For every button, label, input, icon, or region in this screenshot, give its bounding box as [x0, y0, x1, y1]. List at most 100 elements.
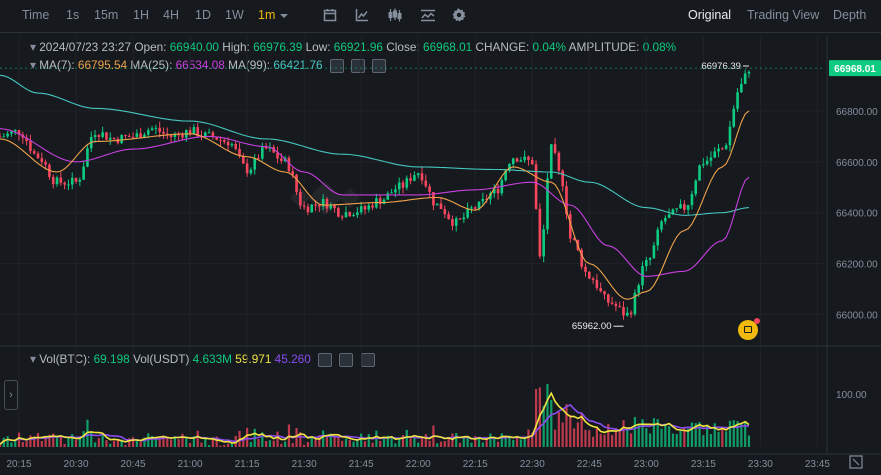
price-axis-label: 66000.00 [836, 311, 878, 322]
hide-indicator-icon[interactable] [329, 58, 344, 73]
candle-body [641, 266, 644, 286]
candle-body [348, 212, 352, 217]
time-axis-label: 21:45 [349, 459, 374, 470]
volume-bar [489, 433, 492, 447]
volume-bar [352, 441, 355, 447]
candle-body [378, 198, 382, 205]
volume-bar [694, 423, 697, 447]
candle-body [705, 160, 709, 165]
low-value: 66921.96 [333, 40, 383, 54]
candle-body [340, 216, 344, 218]
volume-bar [668, 426, 671, 447]
interval-4h[interactable]: 4H [163, 8, 179, 22]
view-trading-view[interactable]: Trading View [747, 8, 820, 22]
interval-1w[interactable]: 1W [225, 8, 244, 22]
indicators-icon[interactable] [420, 8, 436, 24]
volume-bar [595, 426, 598, 447]
interval-dropdown-icon[interactable] [279, 10, 295, 26]
candle-body [492, 188, 496, 194]
collapse-arrow-icon[interactable]: ▾ [30, 58, 36, 72]
candle-body [618, 306, 622, 308]
change-label: CHANGE: [475, 40, 530, 54]
indicator-settings-icon[interactable] [351, 58, 366, 73]
volume-bar [698, 421, 701, 447]
high-label: High: [222, 40, 250, 54]
candle-body [534, 164, 538, 209]
indicator-settings-icon[interactable] [339, 352, 354, 367]
candle-body [314, 204, 317, 206]
candle-body [530, 159, 534, 165]
time-axis-label: 23:30 [748, 459, 773, 470]
view-original[interactable]: Original [688, 8, 732, 22]
candle-body [36, 153, 40, 159]
candle-body [226, 141, 230, 146]
volume-bar [580, 413, 583, 447]
calendar-icon[interactable] [323, 8, 339, 24]
candle-body [470, 207, 473, 209]
volume-bar [215, 436, 218, 447]
candle-body [283, 157, 287, 162]
notification-dot [754, 318, 760, 324]
line-chart-icon[interactable] [355, 8, 371, 24]
price-axis-label: 66400.00 [836, 209, 878, 220]
candlestick-icon[interactable] [387, 8, 403, 24]
volume-bar [242, 437, 245, 447]
remove-indicator-icon[interactable] [360, 352, 375, 367]
candle-body [489, 193, 492, 200]
candle-body [25, 137, 28, 142]
candle-body [184, 130, 188, 138]
volume-bar [341, 440, 344, 447]
interval-15m[interactable]: 15m [94, 8, 119, 22]
volume-bar [360, 433, 363, 447]
change-value: 0.04% [532, 40, 566, 54]
candle-body [473, 207, 477, 209]
candle-body [215, 137, 219, 140]
candle-body [721, 148, 724, 150]
candle-body [538, 208, 542, 257]
candle-body [48, 164, 51, 177]
volume-bar [169, 439, 173, 447]
candle-body [112, 137, 116, 139]
interval-1d[interactable]: 1D [195, 8, 211, 22]
time-axis-label: 20:15 [6, 459, 31, 470]
vol-usdt-value: 4.633M [192, 352, 233, 366]
volume-bar [394, 443, 397, 447]
remove-indicator-icon[interactable] [372, 58, 387, 73]
volume-bar [534, 389, 538, 447]
volume-bar [82, 431, 85, 447]
volume-bar [230, 443, 234, 447]
candle-body [44, 162, 47, 165]
hide-indicator-icon[interactable] [318, 352, 333, 367]
view-depth[interactable]: Depth [833, 8, 867, 22]
candle-body [591, 278, 595, 281]
axis-settings-icon[interactable] [849, 455, 863, 469]
collapse-arrow-icon[interactable]: ▾ [30, 352, 36, 366]
candle-body [606, 294, 610, 303]
volume-bar [101, 434, 104, 447]
candle-body [268, 147, 272, 149]
candle-body [732, 108, 736, 127]
interval-1m[interactable]: 1m [258, 8, 276, 22]
chat-badge-icon[interactable] [738, 318, 760, 340]
volume-bar [439, 441, 443, 447]
volume-bar [424, 434, 427, 447]
interval-1s[interactable]: 1s [66, 8, 80, 22]
settings-icon[interactable] [452, 8, 468, 24]
candle-body [116, 138, 120, 144]
candle-body [686, 205, 690, 210]
volume-bar [576, 422, 579, 447]
expand-panel-button[interactable]: › [4, 380, 18, 410]
candle-body [97, 135, 101, 137]
volume-bar [500, 433, 503, 447]
volume-bar [660, 428, 663, 447]
interval-1h[interactable]: 1H [133, 8, 149, 22]
volume-bar [728, 420, 732, 447]
candle-body [740, 83, 743, 93]
candle-body [743, 73, 747, 84]
vol-btc-value: 69.198 [93, 352, 130, 366]
candle-body [432, 192, 435, 206]
candle-body [249, 169, 253, 174]
candle-body [32, 151, 36, 154]
collapse-arrow-icon[interactable]: ▾ [30, 40, 36, 54]
interval-time[interactable]: Time [22, 8, 50, 22]
